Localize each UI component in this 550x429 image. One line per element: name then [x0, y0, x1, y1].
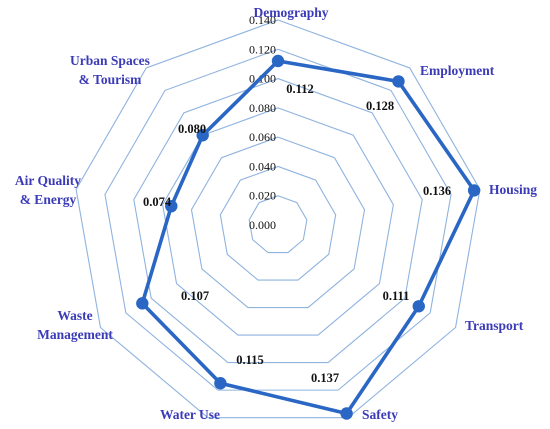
series-line [140, 59, 476, 416]
data-labels: 0.112 0.128 0.136 0.111 0.137 0.115 0.107 0.074… [143, 82, 451, 385]
data-label-water-use: 0.115 [236, 353, 263, 367]
data-label-waste-management: 0.107 [181, 289, 209, 303]
data-point-waste-management [136, 297, 149, 310]
data-point-transport [412, 300, 425, 313]
grid-ring [219, 165, 337, 281]
category-label-employment: Employment [420, 63, 495, 78]
data-label-housing: 0.136 [423, 184, 451, 198]
category-label-air-quality-and-energy: Air Quality & Energy [15, 173, 81, 207]
data-label-demography: 0.112 [286, 82, 313, 96]
category-label-transport: Transport [465, 318, 524, 333]
data-label-transport: 0.111 [383, 289, 410, 303]
grid-ring [133, 77, 423, 364]
tick-label: 0.080 [249, 101, 276, 115]
data-point-urban-spaces-and-tourism [196, 129, 209, 142]
data-label-air-quality-and-energy: 0.074 [143, 195, 172, 209]
category-label-safety: Safety [362, 407, 398, 422]
data-point-air-quality-and-energy [165, 199, 178, 213]
tick-label: 0.140 [249, 13, 276, 27]
category-label-urban-spaces-and-tourism: Urban Spaces & Tourism [70, 53, 150, 87]
category-label-waste-management: Waste Management [37, 308, 113, 342]
data-point-demography [271, 54, 285, 68]
grid-ring [104, 48, 452, 391]
tick-label: 0.040 [249, 159, 276, 173]
radar-grid [75, 19, 481, 419]
data-point-housing [467, 184, 481, 197]
series-layer [136, 54, 481, 420]
category-label-housing: Housing [489, 182, 537, 197]
tick-label: 0.120 [249, 42, 276, 56]
data-label-employment: 0.128 [366, 99, 394, 113]
tick-label: 0.060 [249, 130, 276, 144]
tick-label: 0.020 [249, 189, 276, 203]
category-labels: Demography Employment Housing Transport Safe… [15, 5, 537, 422]
category-label-water-use: Water Use [160, 407, 220, 422]
data-label-urban-spaces-and-tourism: 0.080 [178, 122, 206, 136]
category-label-demography: Demography [254, 5, 329, 20]
data-point-water-use [214, 377, 227, 390]
data-label-safety: 0.137 [311, 371, 339, 385]
data-point-employment [392, 75, 405, 88]
grid-ring [248, 195, 308, 254]
grid-ring [162, 107, 394, 336]
tick-label: 0.000 [249, 218, 276, 232]
grid-ring [190, 136, 366, 309]
data-point-safety [340, 407, 353, 420]
grid-ring [75, 19, 481, 419]
